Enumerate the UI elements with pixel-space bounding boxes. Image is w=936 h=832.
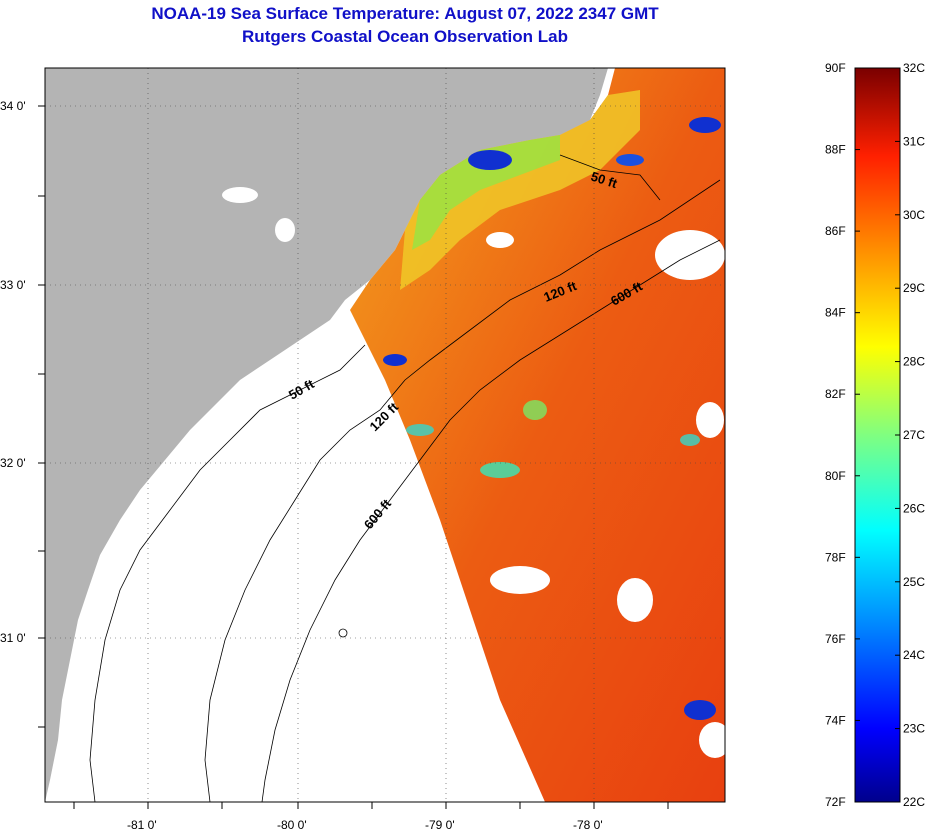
colorbar-f-label: 72F [825, 795, 846, 809]
contour-50ft [89, 154, 661, 802]
axis-ticks [38, 105, 669, 809]
colorbar-c-label: 24C [903, 648, 925, 662]
cloud-patch [222, 187, 258, 203]
cloud-patch [486, 232, 514, 248]
graticule [45, 68, 725, 802]
contour-loop [338, 628, 348, 638]
cloud-patch [617, 578, 653, 622]
colorbar-f-label: 90F [825, 61, 846, 75]
colorbar-ticks: 90F 88F 86F 84F 82F 80F 78F 76F 74F 72F 32C 31C 30C 2… [825, 61, 925, 809]
contour-600ft [261, 239, 721, 802]
cloud-patch [696, 402, 724, 438]
colorbar-c-label: 25C [903, 575, 925, 589]
cold-patch [383, 354, 407, 366]
lat-label: 31 0' [0, 631, 26, 645]
cold-patch [468, 150, 512, 170]
colorbar-c-label: 32C [903, 61, 925, 75]
colorbar-f-label: 76F [825, 632, 846, 646]
colorbar-f-label: 84F [825, 306, 846, 320]
lon-label: -80 0' [277, 818, 307, 832]
colorbar-c-label: 22C [903, 795, 925, 809]
map-frame [44, 67, 726, 803]
colorbar-f-label: 74F [825, 713, 846, 727]
cloud-patch [275, 218, 295, 242]
cold-patch [616, 154, 644, 166]
lat-label: 32 0' [0, 456, 26, 470]
cool-spot [680, 434, 700, 446]
colorbar-c-label: 31C [903, 134, 925, 148]
colorbar-f-label: 82F [825, 387, 846, 401]
colorbar [854, 67, 901, 803]
colorbar-f-label: 88F [825, 143, 846, 157]
map-title: NOAA-19 Sea Surface Temperature: August … [151, 4, 659, 23]
colorbar-c-label: 29C [903, 281, 925, 295]
lon-label: -79 0' [425, 818, 455, 832]
colorbar-f-label: 86F [825, 224, 846, 238]
cool-spot [406, 424, 434, 436]
cloud-patch [490, 566, 550, 594]
lat-label: 34 0' [0, 99, 26, 113]
map-subtitle: Rutgers Coastal Ocean Observation Lab [242, 27, 568, 46]
cloud-patch [699, 722, 725, 758]
colorbar-c-label: 30C [903, 208, 925, 222]
nearshore-green-band [412, 135, 560, 250]
cold-patch [689, 117, 721, 133]
lon-label: -78 0' [573, 818, 603, 832]
colorbar-c-label: 26C [903, 501, 925, 515]
colorbar-c-label: 28C [903, 355, 925, 369]
colorbar-c-label: 23C [903, 722, 925, 736]
lon-label: -81 0' [127, 818, 157, 832]
lat-label: 33 0' [0, 278, 26, 292]
cool-spot [480, 462, 520, 478]
contour-120ft [204, 179, 721, 802]
colorbar-f-label: 80F [825, 469, 846, 483]
land-mass [45, 68, 608, 802]
cool-spot [523, 400, 547, 420]
nearshore-cool-band [400, 90, 640, 290]
cold-patch [684, 700, 716, 720]
colorbar-c-label: 27C [903, 428, 925, 442]
colorbar-f-label: 78F [825, 550, 846, 564]
